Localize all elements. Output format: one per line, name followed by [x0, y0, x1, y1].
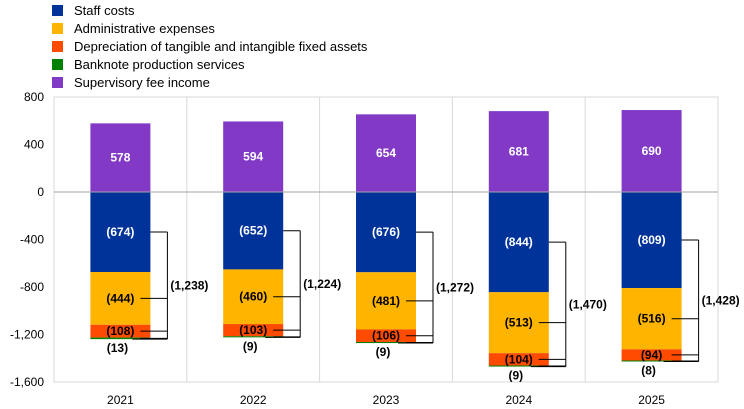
legend-label: Supervisory fee income: [74, 74, 210, 90]
legend-item: Depreciation of tangible and intangible …: [52, 37, 367, 55]
legend-item: Staff costs: [52, 1, 367, 19]
bar-segment: [356, 114, 416, 192]
data-label: 690: [642, 144, 662, 158]
data-label: (460): [239, 290, 267, 304]
bar-segment: [223, 121, 284, 192]
bar-segment: [356, 341, 416, 344]
y-tick-label: -1,200: [10, 328, 44, 342]
data-label: (9): [243, 339, 258, 353]
legend-swatch: [52, 58, 63, 70]
data-label: 578: [110, 151, 130, 165]
data-label: (9): [508, 369, 523, 383]
legend-item: Banknote production services: [52, 55, 367, 73]
y-tick-label: -800: [20, 280, 44, 294]
legend-label: Depreciation of tangible and intangible …: [74, 38, 368, 54]
y-tick-label: -400: [20, 233, 44, 247]
bar-segment: [621, 360, 682, 362]
bar-segment: [488, 192, 549, 293]
data-label: (444): [106, 291, 134, 305]
legend-item: Administrative expenses: [52, 19, 367, 37]
data-label: 654: [376, 146, 396, 160]
data-label: (674): [106, 225, 134, 239]
bar-segment: [488, 111, 549, 192]
data-label: (108): [106, 324, 134, 338]
legend-label: Banknote production services: [74, 56, 245, 72]
total-label: (1,470): [569, 297, 607, 311]
bar-segment: [90, 324, 151, 338]
legend-label: Administrative expenses: [74, 20, 215, 36]
bar-segment: [621, 349, 682, 361]
y-tick-label: 400: [24, 138, 44, 152]
data-label: (104): [505, 352, 533, 366]
y-tick-label: 0: [37, 185, 44, 199]
x-tick-label: 2021: [107, 393, 134, 407]
data-label: (103): [239, 323, 267, 337]
legend-swatch: [52, 40, 63, 52]
bar-segment: [488, 365, 549, 367]
legend-swatch: [52, 76, 63, 88]
data-label: (106): [372, 329, 400, 343]
bar-segment: [356, 329, 416, 342]
legend-item: Supervisory fee income: [52, 73, 367, 91]
data-label: (513): [505, 316, 533, 330]
y-tick-label: -1,600: [10, 375, 44, 389]
data-label: (809): [638, 233, 666, 247]
x-tick-label: 2024: [505, 393, 532, 407]
data-label: (676): [372, 225, 400, 239]
bar-segment: [90, 123, 151, 192]
data-label: (94): [641, 348, 662, 362]
total-label: (1,428): [702, 294, 740, 308]
bar-segment: [488, 353, 549, 366]
x-tick-label: 2025: [638, 393, 665, 407]
x-tick-label: 2023: [373, 393, 400, 407]
legend-swatch: [52, 22, 63, 34]
data-label: (844): [505, 235, 533, 249]
data-label: (481): [372, 294, 400, 308]
data-label: (516): [638, 312, 666, 326]
bar-segment: [90, 337, 151, 340]
legend-label: Staff costs: [74, 2, 135, 18]
legend: Staff costs Administrative expenses Deprec…: [52, 1, 367, 91]
bar-segment: [90, 192, 151, 273]
data-label: 681: [509, 145, 529, 159]
total-label: (1,238): [170, 279, 208, 293]
data-label: (652): [239, 224, 267, 238]
total-label: (1,224): [303, 277, 341, 291]
plot-frame: [53, 96, 719, 383]
bar-segment: [621, 192, 682, 289]
bar-segment: [223, 192, 284, 270]
data-label: (9): [376, 345, 391, 359]
bar-segment: [223, 336, 284, 338]
bar-segment: [223, 324, 284, 337]
data-label: (13): [107, 341, 128, 355]
y-tick-label: 800: [24, 90, 44, 104]
legend-swatch: [52, 4, 63, 16]
x-tick-label: 2022: [240, 393, 267, 407]
bar-segment: [356, 192, 416, 273]
data-label: 594: [243, 150, 263, 164]
bar-segment: [621, 110, 682, 192]
total-label: (1,272): [436, 281, 474, 295]
data-label: (8): [641, 363, 656, 377]
